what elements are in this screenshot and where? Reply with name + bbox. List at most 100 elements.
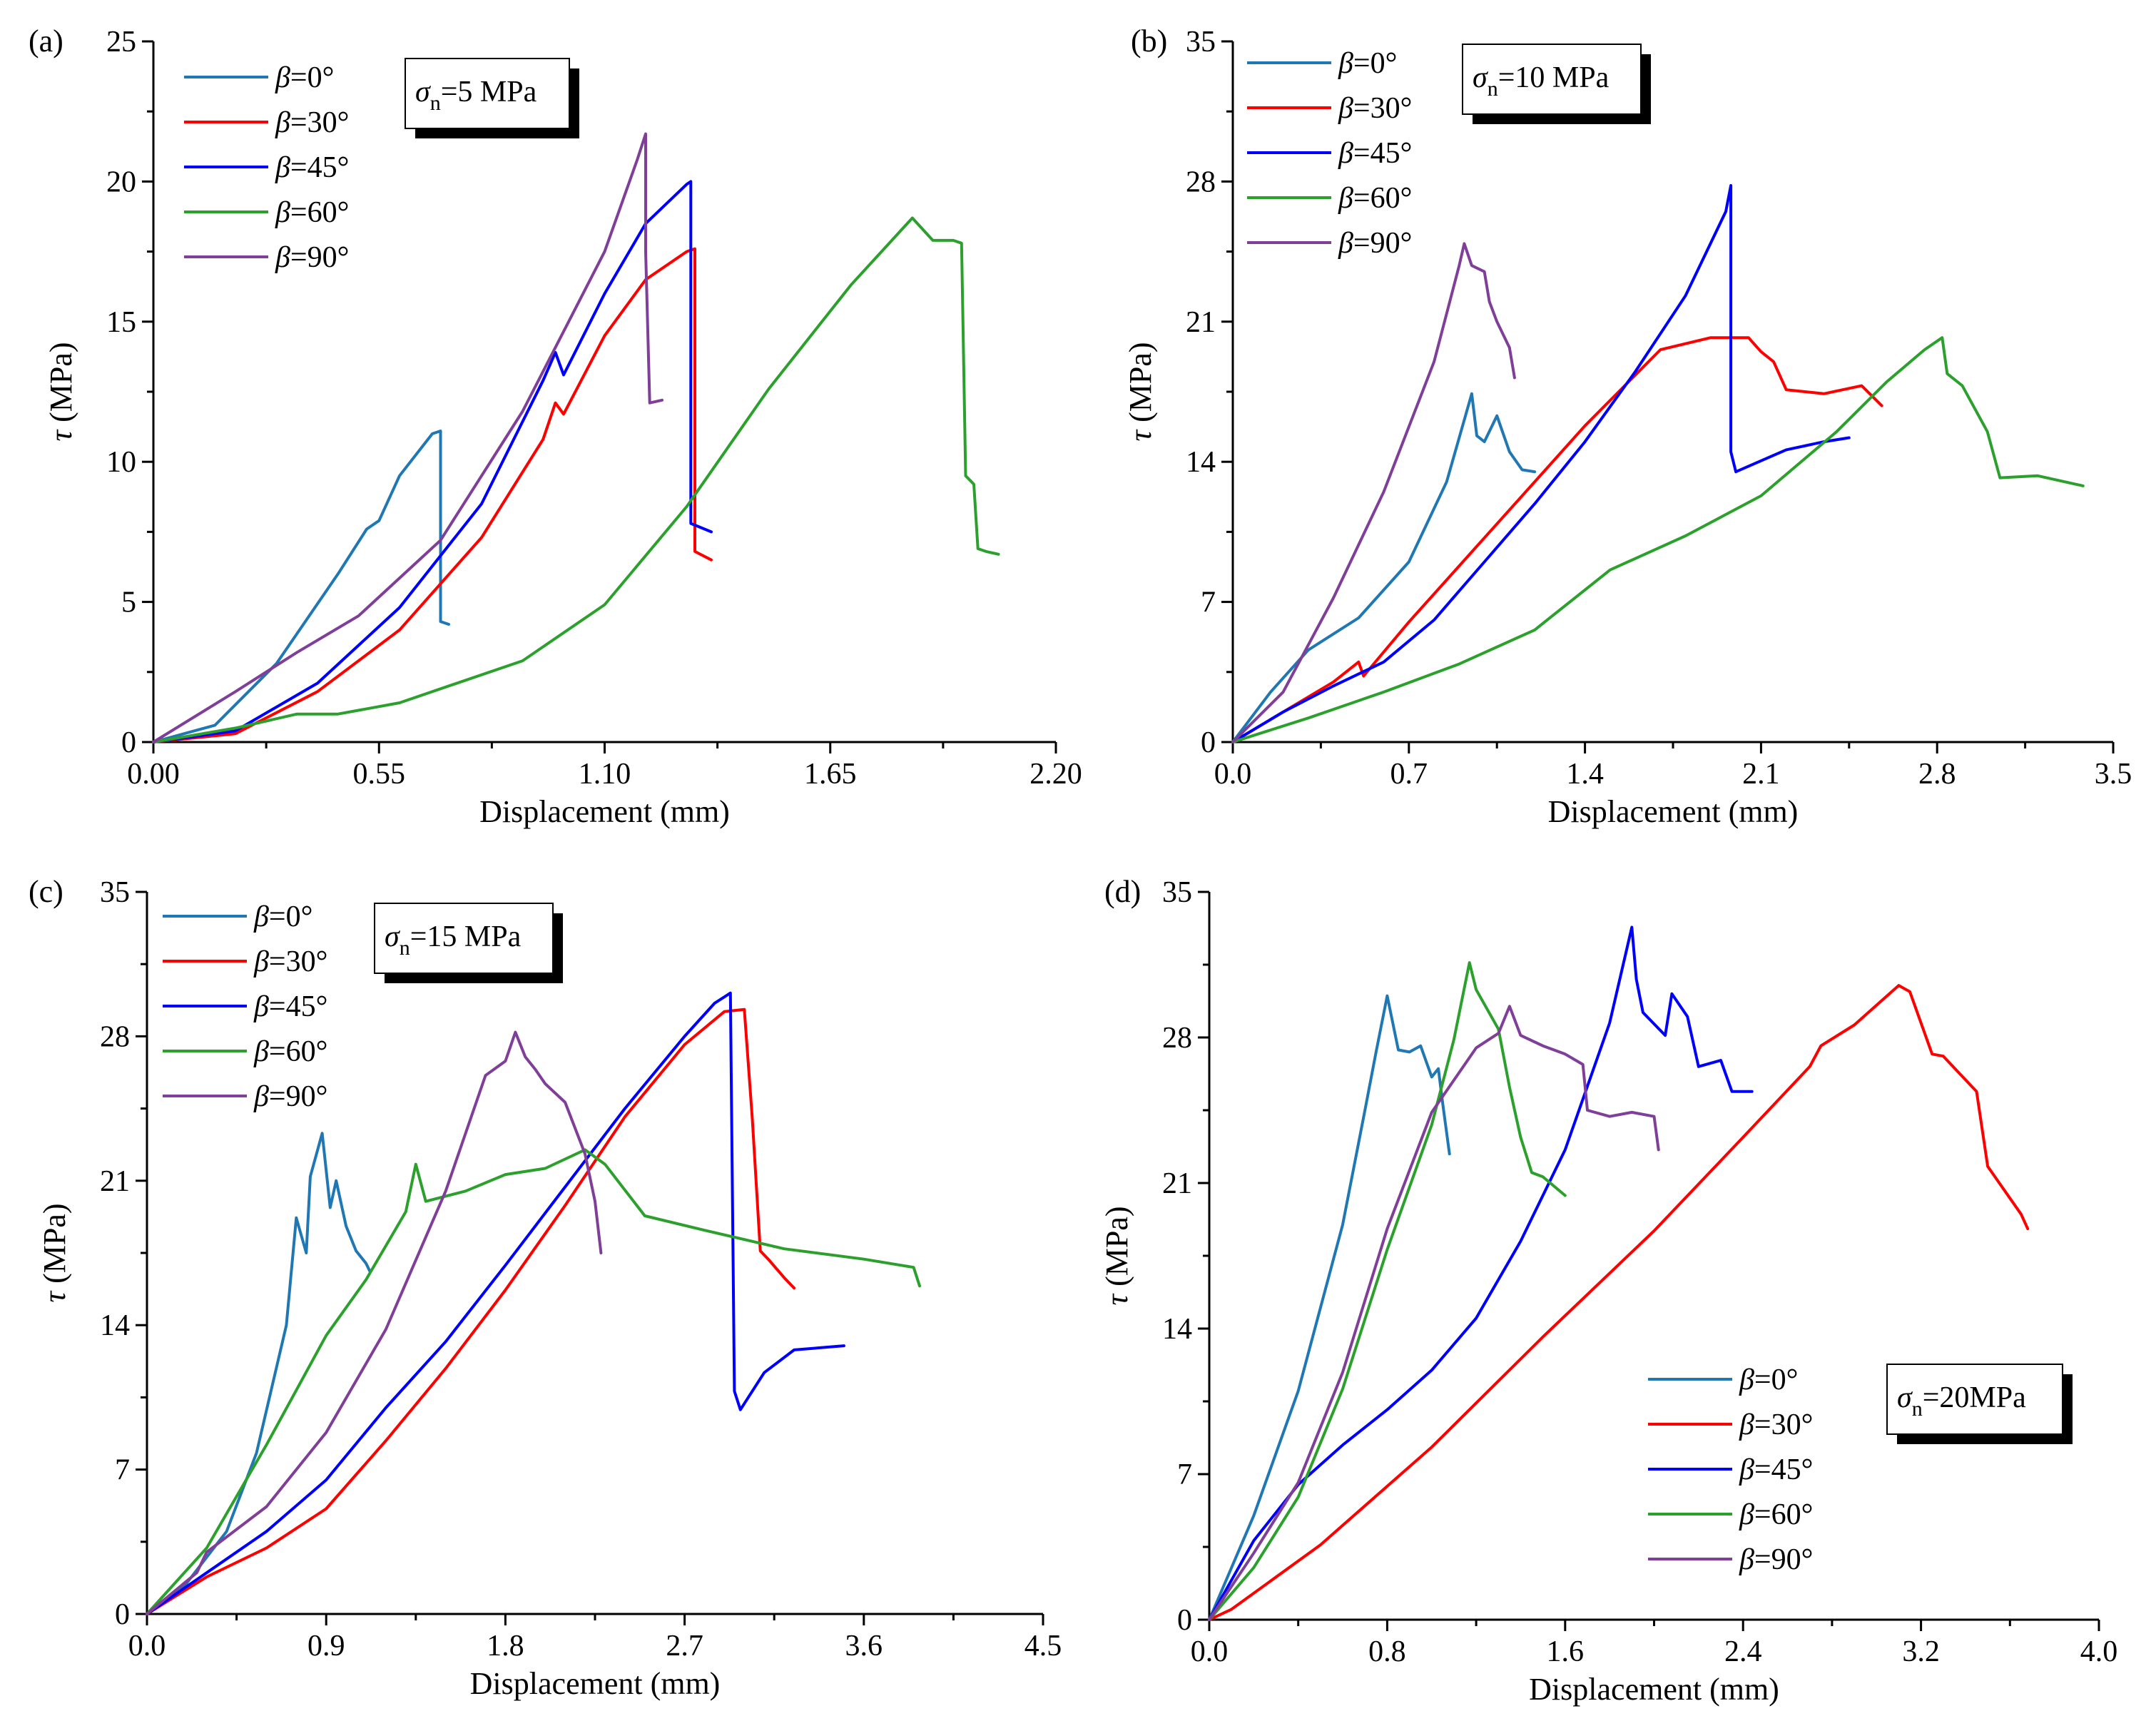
legend-label-value: =60° — [1353, 182, 1412, 215]
y-tick-label: 35 — [1186, 26, 1216, 59]
series-line-beta45 — [152, 180, 713, 743]
x-axis-title: Displacement (mm) — [1529, 1672, 1779, 1707]
legend-label-symbol: β — [1338, 182, 1353, 215]
y-tick-label: 21 — [1186, 306, 1216, 339]
x-tick-label: 0.55 — [353, 758, 406, 791]
series-line-beta30 — [1208, 984, 2030, 1621]
legend-label-value: =60° — [269, 1035, 327, 1068]
y-tick-label: 0 — [1177, 1604, 1192, 1637]
annotation-box — [405, 58, 570, 129]
x-tick-label: 0.00 — [127, 758, 180, 791]
y-tick-label: 14 — [100, 1309, 130, 1342]
legend-label-value: =30° — [290, 106, 349, 139]
legend-label-value: =0° — [269, 900, 312, 933]
series-line-beta90 — [1208, 1005, 1660, 1621]
annotation-symbol: σ — [1897, 1381, 1913, 1414]
x-tick-label: 4.0 — [2080, 1635, 2118, 1668]
panel-label: (c) — [29, 874, 63, 909]
x-axis-title: Displacement (mm) — [1548, 794, 1799, 829]
x-tick-label: 3.5 — [2095, 758, 2132, 791]
y-tick-label: 7 — [115, 1454, 130, 1487]
series-line-beta30 — [1231, 336, 1883, 743]
panel-label: (b) — [1131, 24, 1167, 59]
series-line-beta0 — [146, 1132, 372, 1615]
series-line-beta0 — [1231, 392, 1537, 743]
legend-label: β=60° — [1338, 182, 1412, 215]
panel-label: (d) — [1104, 874, 1141, 909]
legend-label: β=90° — [275, 241, 349, 274]
legend-label: β=0° — [1739, 1364, 1798, 1396]
x-tick-label: 0.0 — [1191, 1635, 1229, 1668]
series-line-beta0 — [1208, 994, 1451, 1621]
panel-a: 0.00 0.55 1.10 1.65 2.20 0 5 10 15 20 25 Displaceme… — [29, 24, 1082, 829]
legend-label-value: =45° — [1754, 1453, 1813, 1486]
legend-label-value: =30° — [269, 945, 327, 978]
legend-label: β=30° — [1739, 1408, 1813, 1441]
x-tick-label: 0.0 — [128, 1630, 166, 1663]
annotation-value: =20MPa — [1923, 1381, 2026, 1414]
panel-d: 0.0 0.8 1.6 2.4 3.2 4.0 0 7 14 21 28 35 Displacement… — [1099, 874, 2117, 1707]
panel-b: 0.0 0.7 1.4 2.1 2.8 3.5 0 7 14 21 28 35 Displacement… — [1123, 24, 2132, 829]
y-tick-label: 15 — [106, 306, 136, 339]
y-tick-label: 0 — [115, 1598, 130, 1631]
y-tick-label: 35 — [100, 876, 130, 909]
x-tick-label: 2.1 — [1742, 758, 1780, 791]
legend-label-symbol: β — [1739, 1543, 1754, 1576]
x-tick-label: 0.7 — [1390, 758, 1428, 791]
legend-label: β=90° — [1739, 1543, 1813, 1576]
legend-label: β=30° — [253, 945, 327, 978]
series-line-beta45 — [1231, 184, 1851, 743]
series-line-beta30 — [146, 1007, 796, 1615]
series-line-beta60 — [1231, 336, 2085, 743]
x-tick-label: 1.8 — [487, 1630, 524, 1663]
series-line-beta60 — [146, 1148, 921, 1615]
legend-label-symbol: β — [1739, 1498, 1754, 1531]
legend-label: β=0° — [275, 61, 334, 94]
y-tick-label: 28 — [100, 1020, 130, 1053]
legend-label-symbol: β — [275, 106, 290, 139]
legend-label-value: =60° — [1754, 1498, 1813, 1531]
x-tick-label: 3.6 — [845, 1630, 883, 1663]
y-axis-symbol: τ — [1123, 429, 1158, 442]
legend-label-value: =0° — [1353, 47, 1397, 80]
legend-label-symbol: β — [275, 241, 290, 274]
series-line-beta90 — [152, 132, 663, 743]
legend-label-symbol: β — [253, 900, 269, 933]
annotation-value: =5 MPa — [441, 76, 537, 108]
legend-label-symbol: β — [275, 151, 290, 184]
x-axis-title: Displacement (mm) — [479, 794, 730, 829]
legend-label-symbol: β — [1338, 227, 1353, 260]
legend-label-symbol: β — [253, 945, 269, 978]
annotation-value: =10 MPa — [1498, 61, 1610, 94]
y-tick-label: 7 — [1201, 587, 1216, 619]
legend-label-value: =0° — [1754, 1364, 1798, 1396]
panel-label: (a) — [29, 24, 63, 59]
legend-label-value: =90° — [1754, 1543, 1813, 1576]
legend-label: β=30° — [1338, 92, 1412, 125]
y-axis-unit: (MPa) — [37, 1203, 72, 1291]
annotation-symbol: σ — [1473, 61, 1489, 94]
x-tick-label: 1.6 — [1547, 1635, 1585, 1668]
legend-label-symbol: β — [253, 1080, 269, 1113]
x-tick-label: 3.2 — [1902, 1635, 1940, 1668]
legend-label-value: =0° — [290, 61, 334, 94]
y-axis-unit: (MPa) — [44, 342, 78, 430]
legend-label: β=0° — [1338, 47, 1397, 80]
y-axis-title: τ (MPa) — [1099, 1206, 1134, 1305]
legend-label: β=30° — [275, 106, 349, 139]
legend-label: β=45° — [1338, 137, 1412, 170]
x-tick-label: 1.10 — [579, 758, 631, 791]
y-tick-label: 14 — [1186, 446, 1216, 479]
y-tick-label: 21 — [100, 1165, 130, 1198]
legend-label-symbol: β — [253, 1035, 269, 1068]
legend-label: β=45° — [1739, 1453, 1813, 1486]
legend-label: β=90° — [1338, 227, 1412, 260]
legend-label-symbol: β — [1739, 1453, 1754, 1486]
legend-label-value: =30° — [1754, 1408, 1813, 1441]
annotation-subscript: n — [430, 91, 441, 115]
annotation-text: σn=15 MPa — [385, 920, 522, 960]
series-line-beta45 — [146, 991, 845, 1615]
legend-label-symbol: β — [1338, 92, 1353, 125]
series-line-beta60 — [1208, 961, 1567, 1621]
